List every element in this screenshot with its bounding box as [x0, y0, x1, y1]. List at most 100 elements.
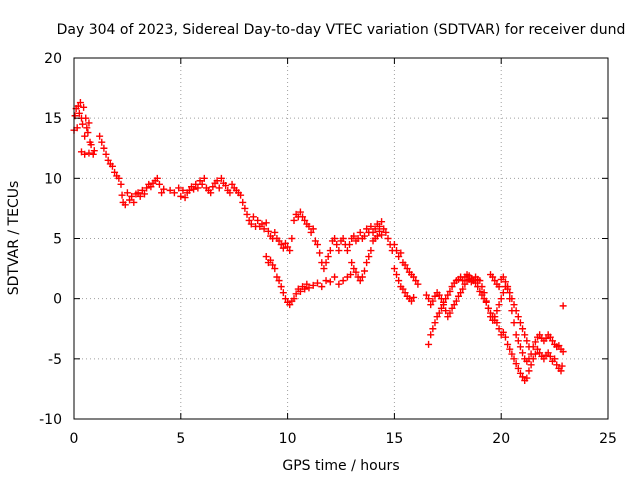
x-tick-label: 5	[176, 431, 185, 447]
data-point	[427, 301, 435, 309]
data-point	[271, 228, 279, 236]
data-point	[510, 355, 518, 363]
data-point	[427, 331, 435, 339]
data-point	[450, 301, 458, 309]
data-point	[318, 283, 326, 291]
data-point	[222, 182, 230, 190]
data-point	[551, 355, 559, 363]
data-point	[271, 265, 279, 273]
data-point	[85, 119, 93, 127]
data-point	[519, 325, 527, 333]
data-point	[512, 360, 520, 368]
data-point	[140, 190, 148, 198]
data-point	[454, 292, 462, 300]
data-point	[536, 349, 544, 357]
data-point	[536, 331, 544, 339]
data-point	[510, 301, 518, 309]
data-point	[262, 253, 270, 261]
data-point	[493, 319, 501, 327]
data-point	[143, 184, 151, 192]
data-point	[395, 277, 403, 285]
data-point	[286, 247, 294, 255]
data-point	[412, 277, 420, 285]
data-point	[448, 304, 456, 312]
data-point	[448, 283, 456, 291]
data-point	[523, 374, 531, 382]
data-point	[267, 256, 275, 264]
data-point	[371, 225, 379, 233]
data-point	[331, 235, 339, 242]
data-point	[373, 232, 381, 240]
data-point	[478, 283, 486, 291]
data-point	[316, 249, 324, 257]
data-point	[422, 291, 430, 299]
data-point	[403, 265, 411, 273]
data-point	[367, 247, 375, 255]
data-point	[495, 325, 503, 333]
data-point	[523, 337, 531, 345]
data-point	[275, 277, 283, 285]
data-point	[514, 337, 522, 345]
data-point	[506, 289, 514, 297]
x-tick-label: 25	[599, 431, 617, 447]
data-point	[130, 198, 138, 206]
data-point	[177, 192, 185, 200]
data-point	[437, 295, 445, 303]
y-tick-label: 15	[44, 111, 62, 127]
data-point	[501, 278, 509, 286]
data-point	[343, 273, 351, 281]
data-point	[170, 189, 178, 197]
data-point	[382, 228, 390, 236]
data-point	[277, 283, 285, 291]
data-point	[516, 319, 524, 327]
data-point	[309, 281, 317, 289]
data-point	[192, 180, 200, 188]
data-point	[324, 253, 332, 261]
data-point	[128, 192, 136, 200]
data-point	[247, 220, 255, 228]
data-point	[123, 189, 131, 197]
data-point	[279, 289, 287, 297]
data-point	[558, 362, 566, 370]
data-point	[320, 265, 328, 273]
data-point	[303, 280, 311, 288]
data-point	[444, 313, 452, 321]
data-point	[181, 194, 189, 202]
data-point	[442, 307, 450, 315]
data-point	[469, 277, 477, 285]
data-point	[108, 162, 116, 170]
data-point	[331, 273, 339, 281]
x-axis-label: GPS time / hours	[282, 458, 399, 474]
data-point	[290, 216, 298, 224]
data-point	[527, 350, 535, 358]
data-point	[299, 213, 307, 221]
data-point	[75, 109, 83, 117]
data-point	[241, 204, 249, 212]
data-point	[277, 241, 285, 249]
data-point	[87, 141, 95, 149]
data-point	[155, 180, 163, 188]
data-point	[73, 124, 81, 132]
data-point	[393, 271, 401, 279]
data-point	[534, 345, 542, 353]
data-point	[360, 232, 368, 240]
data-point	[501, 333, 509, 341]
data-point	[559, 348, 567, 356]
data-point	[527, 361, 535, 369]
x-tick-label: 15	[385, 431, 403, 447]
data-point	[546, 352, 554, 360]
data-point	[514, 364, 522, 372]
data-point	[491, 313, 499, 321]
data-point	[90, 147, 98, 155]
data-point	[301, 285, 309, 293]
data-point	[100, 144, 108, 152]
data-point	[343, 247, 351, 255]
data-point	[531, 338, 539, 346]
data-point	[390, 265, 398, 273]
data-point	[281, 295, 289, 303]
data-point	[179, 186, 187, 194]
y-tick-label: -5	[48, 352, 62, 368]
data-point	[476, 277, 484, 285]
data-point	[407, 297, 415, 305]
data-point	[339, 277, 347, 285]
